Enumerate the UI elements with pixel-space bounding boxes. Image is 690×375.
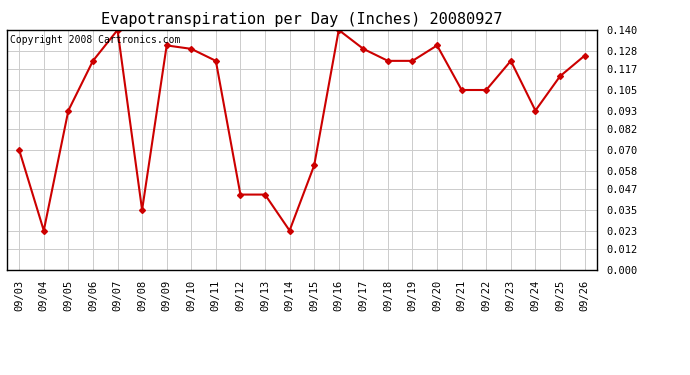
Title: Evapotranspiration per Day (Inches) 20080927: Evapotranspiration per Day (Inches) 2008… [101, 12, 502, 27]
Text: Copyright 2008 Cartronics.com: Copyright 2008 Cartronics.com [10, 35, 180, 45]
